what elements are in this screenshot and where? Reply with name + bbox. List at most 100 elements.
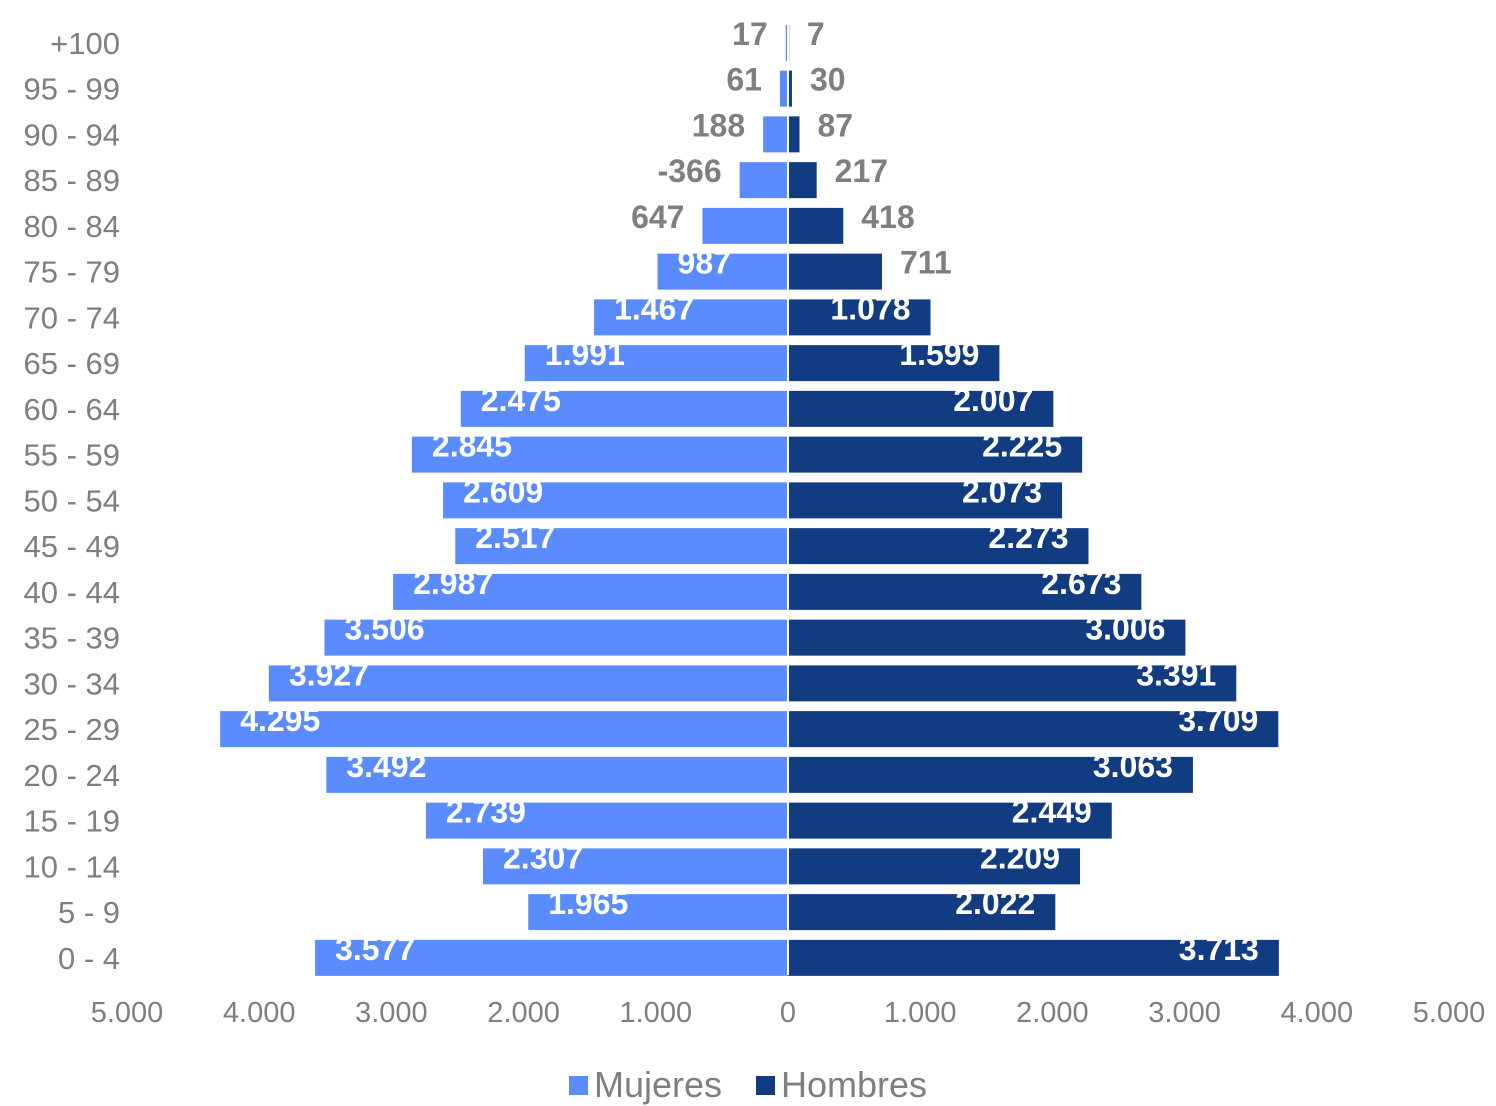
- bar-mujeres-60-64: [460, 390, 788, 427]
- category-label-plus100: +100: [50, 26, 120, 61]
- bar-hombres-0-4: [788, 939, 1279, 976]
- bar-mujeres-35-39: [324, 619, 788, 656]
- bar-hombres-25-29: [788, 711, 1279, 748]
- data-label-mujeres-80-84: 647: [631, 199, 684, 235]
- bars-group: [220, 24, 1279, 976]
- legend-swatch-mujeres: [568, 1075, 588, 1095]
- data-label-mujeres-50-54: 2.609: [463, 473, 543, 509]
- data-label-hombres-90-94: 87: [818, 107, 854, 143]
- bar-hombres-50-54: [788, 482, 1063, 519]
- category-label-10-14: 10 - 14: [23, 849, 120, 884]
- data-label-mujeres-65-69: 1.991: [545, 336, 625, 372]
- data-label-mujeres-45-49: 2.517: [475, 519, 555, 555]
- bar-hombres-10-14: [788, 848, 1081, 885]
- bar-mujeres-55-59: [411, 436, 788, 473]
- category-label-40-44: 40 - 44: [23, 575, 120, 610]
- x-tick-label: 1.000: [620, 997, 693, 1029]
- category-label-35-39: 35 - 39: [23, 621, 120, 656]
- data-label-mujeres-plus100: 17: [732, 16, 768, 52]
- population-pyramid-chart: 0 - 4 5 - 9 10 - 14 15 - 19 20 - 24 25 - 29 30…: [23, 16, 1486, 1029]
- bar-hombres-30-34: [788, 665, 1237, 702]
- data-label-hombres-65-69: 1.599: [899, 336, 979, 372]
- category-label-0-4: 0 - 4: [58, 941, 120, 976]
- bar-mujeres-75-79: [657, 253, 788, 290]
- bar-hombres-5-9: [788, 894, 1056, 931]
- data-label-mujeres-25-29: 4.295: [240, 702, 320, 738]
- x-axis-tick-labels: 5.000 4.000 3.000 2.000 1.000 0 1.000 2.000 3.00…: [91, 997, 1486, 1029]
- bar-mujeres-65-69: [524, 345, 788, 382]
- bar-hombres-60-64: [788, 390, 1054, 427]
- category-labels: 0 - 4 5 - 9 10 - 14 15 - 19 20 - 24 25 - 29 30…: [23, 26, 120, 976]
- bar-hombres-75-79: [788, 253, 882, 290]
- data-label-hombres-40-44: 2.673: [1041, 565, 1121, 601]
- bar-hombres-20-24: [788, 756, 1193, 793]
- x-tick-label: 5.000: [91, 997, 164, 1029]
- category-label-60-64: 60 - 64: [23, 392, 120, 427]
- bar-hombres-15-19: [788, 802, 1112, 839]
- x-tick-label: 4.000: [1281, 997, 1354, 1029]
- data-label-mujeres-35-39: 3.506: [345, 611, 425, 647]
- bar-hombres-55-59: [788, 436, 1083, 473]
- data-label-hombres-35-39: 3.006: [1085, 611, 1165, 647]
- data-label-mujeres-20-24: 3.492: [346, 748, 426, 784]
- bar-hombres-35-39: [788, 619, 1186, 656]
- data-label-hombres-70-74: 1.078: [830, 290, 910, 326]
- bar-mujeres-5-9: [528, 894, 788, 931]
- category-label-80-84: 80 - 84: [23, 209, 120, 244]
- data-label-hombres-50-54: 2.073: [962, 473, 1042, 509]
- bar-mujeres-45-49: [455, 528, 788, 565]
- bar-hombres-70-74: [788, 299, 931, 336]
- legend-label-hombres: Hombres: [781, 1064, 928, 1105]
- data-label-hombres-45-49: 2.273: [988, 519, 1068, 555]
- data-label-mujeres-55-59: 2.845: [432, 428, 512, 464]
- data-label-hombres-5-9: 2.022: [955, 885, 1035, 921]
- category-label-25-29: 25 - 29: [23, 712, 120, 747]
- data-label-mujeres-5-9: 1.965: [548, 885, 628, 921]
- data-label-hombres-95-99: 30: [810, 62, 846, 98]
- data-label-hombres-20-24: 3.063: [1093, 748, 1173, 784]
- x-tick-label: 4.000: [223, 997, 296, 1029]
- data-labels: 3.577 3.713 1.965 2.022 2.307 2.209 2.739 2.449…: [240, 16, 1259, 967]
- data-label-hombres-75-79: 711: [900, 245, 952, 281]
- category-label-15-19: 15 - 19: [23, 804, 120, 839]
- bar-hombres-45-49: [788, 528, 1089, 565]
- data-label-mujeres-15-19: 2.739: [446, 794, 526, 830]
- x-tick-label: 3.000: [355, 997, 428, 1029]
- bar-mujeres-25-29: [220, 711, 789, 748]
- bar-mujeres-85-89: [739, 162, 788, 199]
- category-label-55-59: 55 - 59: [23, 438, 120, 473]
- bar-hombres-80-84: [788, 207, 844, 244]
- x-tick-label: 5.000: [1413, 997, 1486, 1029]
- bar-hombres-40-44: [788, 573, 1142, 610]
- data-label-mujeres-75-79: 987: [678, 245, 731, 281]
- category-label-95-99: 95 - 99: [23, 72, 120, 107]
- legend-item-mujeres: Mujeres: [568, 1064, 722, 1106]
- bar-mujeres-10-14: [483, 848, 788, 885]
- x-tick-label: 0: [780, 997, 796, 1029]
- data-label-mujeres-40-44: 2.987: [413, 565, 493, 601]
- legend-label-mujeres: Mujeres: [593, 1064, 722, 1105]
- data-label-mujeres-0-4: 3.577: [335, 931, 415, 967]
- data-label-mujeres-90-94: 188: [692, 107, 745, 143]
- category-label-5-9: 5 - 9: [58, 895, 120, 930]
- bar-mujeres-90-94: [763, 116, 788, 153]
- category-label-30-34: 30 - 34: [23, 666, 120, 701]
- data-label-mujeres-85-89: -366: [658, 153, 722, 189]
- bar-mujeres-50-54: [443, 482, 788, 519]
- bar-mujeres-plus100: [785, 24, 788, 61]
- bar-hombres-65-69: [788, 345, 1000, 382]
- data-label-hombres-30-34: 3.391: [1136, 656, 1216, 692]
- data-label-hombres-plus100: 7: [807, 16, 825, 52]
- data-label-mujeres-10-14: 2.307: [503, 839, 583, 875]
- x-tick-label: 2.000: [487, 997, 560, 1029]
- category-label-75-79: 75 - 79: [23, 255, 120, 290]
- data-label-hombres-60-64: 2.007: [953, 382, 1033, 418]
- x-tick-label: 2.000: [1016, 997, 1089, 1029]
- data-label-mujeres-60-64: 2.475: [481, 382, 561, 418]
- legend: Mujeres Hombres: [0, 1064, 1496, 1106]
- category-label-50-54: 50 - 54: [23, 483, 120, 518]
- legend-item-hombres: Hombres: [756, 1064, 927, 1106]
- category-label-20-24: 20 - 24: [23, 758, 120, 793]
- bar-mujeres-80-84: [702, 207, 788, 244]
- data-label-hombres-15-19: 2.449: [1012, 794, 1092, 830]
